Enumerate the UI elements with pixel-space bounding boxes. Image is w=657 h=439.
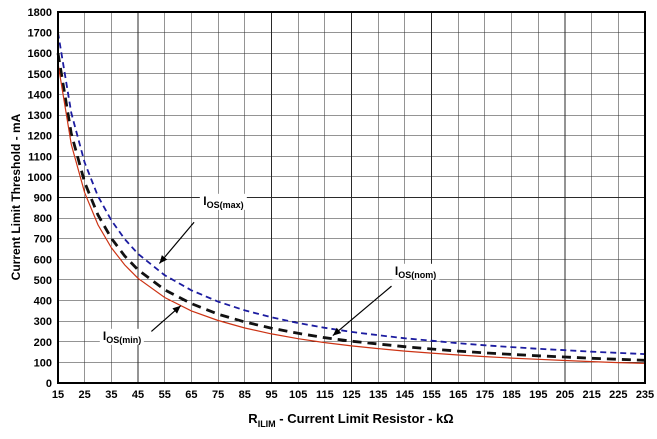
svg-text:100: 100 [34, 357, 52, 369]
svg-text:85: 85 [239, 389, 251, 401]
svg-text:45: 45 [132, 389, 144, 401]
x-axis-title-prefix: R [248, 411, 258, 427]
svg-text:105: 105 [289, 389, 307, 401]
annotation-ios-nom: IOS(nom) [391, 263, 440, 280]
svg-text:1600: 1600 [28, 48, 52, 60]
svg-text:1100: 1100 [28, 151, 52, 163]
svg-text:215: 215 [582, 389, 600, 401]
x-axis-title: RILIM - Current Limit Resistor - kΩ [248, 411, 453, 429]
svg-text:1300: 1300 [28, 110, 52, 122]
annotation-ios-max: IOS(max) [200, 193, 247, 210]
annotation-ios-min: IOS(min) [99, 328, 145, 345]
svg-text:165: 165 [449, 389, 467, 401]
svg-text:225: 225 [609, 389, 627, 401]
x-axis-title-sub: ILIM [257, 418, 276, 429]
x-axis-title-rest: - Current Limit Resistor - kΩ [275, 411, 454, 427]
svg-text:1700: 1700 [28, 28, 52, 40]
svg-text:115: 115 [316, 389, 334, 401]
svg-text:200: 200 [34, 337, 52, 349]
svg-text:95: 95 [265, 389, 277, 401]
svg-text:300: 300 [34, 316, 52, 328]
svg-text:400: 400 [34, 296, 52, 308]
svg-text:55: 55 [159, 389, 171, 401]
svg-text:1200: 1200 [28, 131, 52, 143]
svg-text:25: 25 [79, 389, 91, 401]
svg-text:35: 35 [105, 389, 117, 401]
svg-text:1400: 1400 [28, 89, 52, 101]
svg-text:700: 700 [34, 234, 52, 246]
svg-text:185: 185 [502, 389, 520, 401]
svg-text:500: 500 [34, 275, 52, 287]
svg-text:1000: 1000 [28, 172, 52, 184]
svg-text:145: 145 [396, 389, 414, 401]
svg-text:75: 75 [212, 389, 224, 401]
svg-text:155: 155 [422, 389, 440, 401]
svg-text:900: 900 [34, 193, 52, 205]
svg-text:125: 125 [342, 389, 360, 401]
svg-text:1800: 1800 [28, 7, 52, 19]
svg-text:0: 0 [46, 378, 52, 390]
svg-text:65: 65 [185, 389, 197, 401]
svg-text:15: 15 [52, 389, 64, 401]
svg-text:195: 195 [529, 389, 547, 401]
svg-text:205: 205 [556, 389, 574, 401]
svg-text:1500: 1500 [28, 69, 52, 81]
svg-text:600: 600 [34, 254, 52, 266]
svg-text:135: 135 [369, 389, 387, 401]
svg-text:175: 175 [476, 389, 494, 401]
svg-text:235: 235 [636, 389, 654, 401]
y-axis-title: Current Limit Threshold - mA [9, 113, 23, 281]
svg-text:800: 800 [34, 213, 52, 225]
